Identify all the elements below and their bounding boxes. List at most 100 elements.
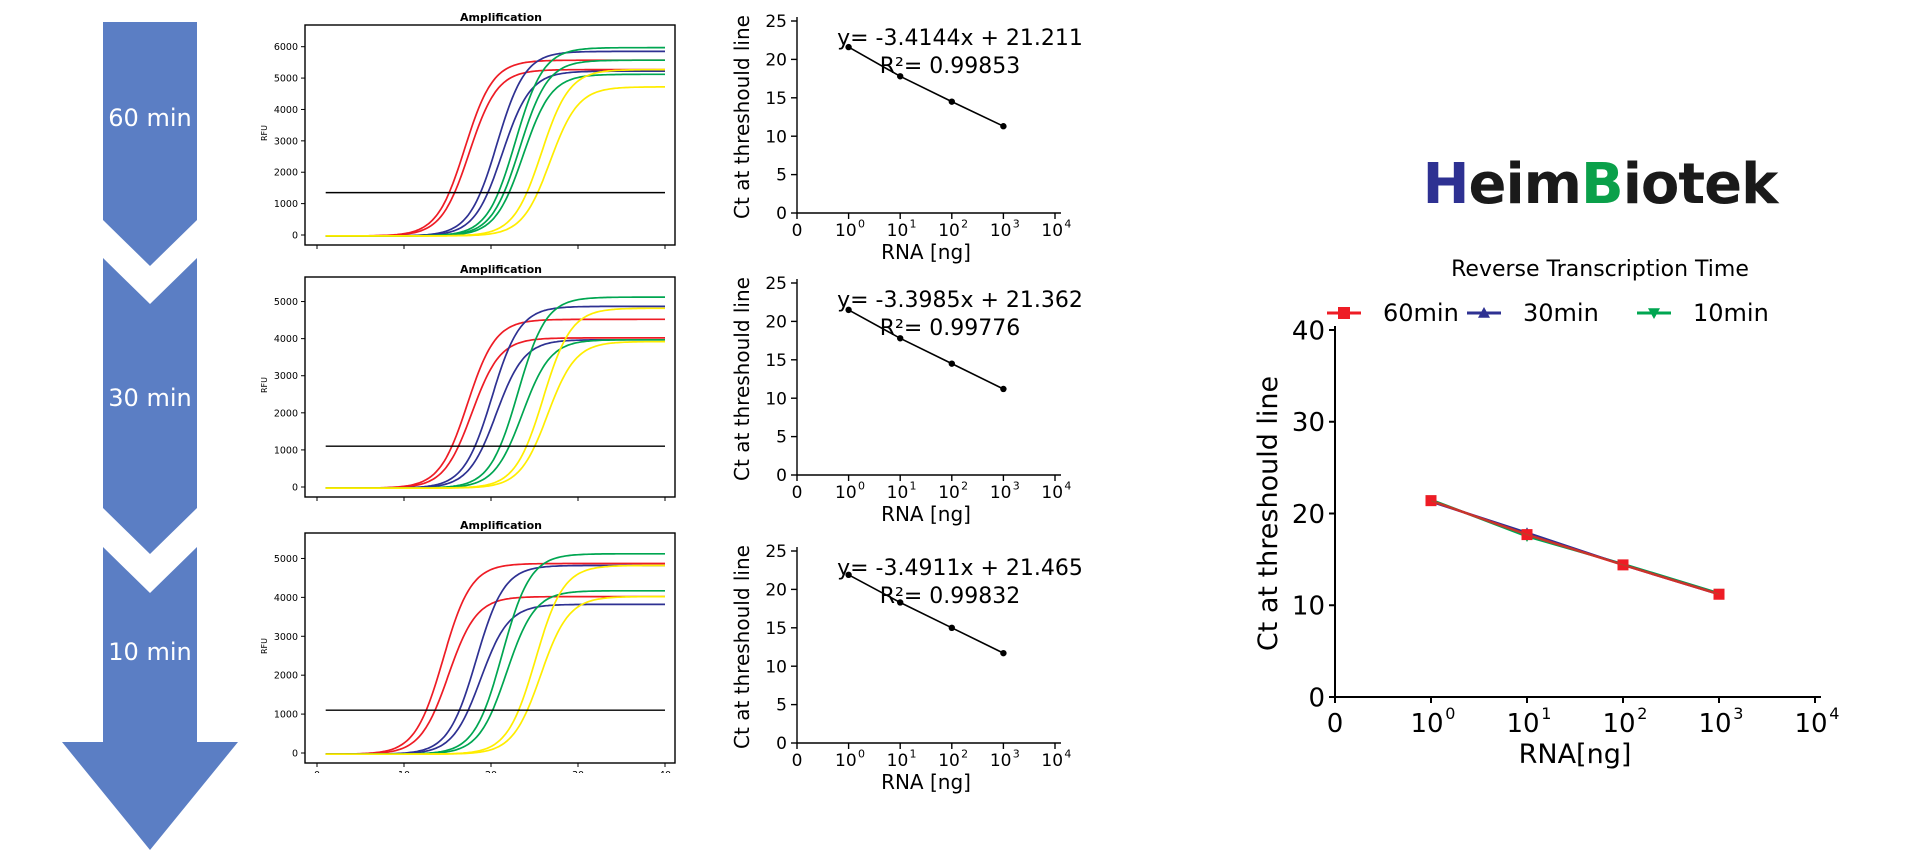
amplification-plot-30min: Amplification010002000300040005000010203… xyxy=(260,263,676,501)
x-tick-label: 40 xyxy=(659,770,671,773)
x-tick-exponent: 4 xyxy=(1064,479,1071,492)
y-tick-label: 0 xyxy=(292,231,298,242)
regression-equation: y= -3.4144x + 21.211 xyxy=(837,26,1083,51)
y-tick-label: 5 xyxy=(776,696,787,716)
x-axis-label: RNA [ng] xyxy=(881,240,971,264)
y-tick-label: 2000 xyxy=(274,671,298,682)
y-axis-label: RFU xyxy=(260,125,269,141)
x-tick-exponent: 1 xyxy=(910,479,917,492)
x-tick-exponent: 2 xyxy=(961,479,968,492)
amplification-curve xyxy=(325,296,665,489)
y-tick-label: 3000 xyxy=(274,136,298,147)
x-tick-exponent: 0 xyxy=(858,479,865,492)
x-tick-label: 10 xyxy=(1794,709,1827,739)
stage-arrow-segment xyxy=(103,22,197,266)
y-tick-label: 0 xyxy=(776,734,787,754)
x-tick-label: 10 xyxy=(887,483,909,503)
x-tick-exponent: 3 xyxy=(1013,217,1020,230)
x-tick-exponent: 3 xyxy=(1013,479,1020,492)
stage-label: 10 min xyxy=(108,638,191,666)
overlap-line xyxy=(1430,500,1720,595)
y-tick-label: 0 xyxy=(776,466,787,486)
chart-title: Reverse Transcription Time xyxy=(1451,257,1749,282)
series-line xyxy=(1430,498,1720,595)
x-tick-label: 10 xyxy=(1041,221,1063,241)
x-tick-exponent: 2 xyxy=(1637,704,1647,723)
marker-triangle-up xyxy=(1478,307,1490,318)
x-tick-label: 10 xyxy=(938,483,960,503)
y-tick-label: 15 xyxy=(765,89,787,109)
y-tick-label: 4000 xyxy=(274,593,298,604)
amplification-curve xyxy=(325,86,665,237)
y-axis-label: RFU xyxy=(260,638,269,654)
data-point xyxy=(1000,385,1007,393)
y-tick-label: 15 xyxy=(765,351,787,371)
x-tick-label: 10 xyxy=(1602,709,1635,739)
x-tick-label: 30 xyxy=(572,770,584,773)
x-axis-label: RNA[ng] xyxy=(1519,739,1632,770)
stage-arrow-segment xyxy=(62,547,238,850)
y-tick-label: 0 xyxy=(292,483,298,494)
x-tick-label: 10 xyxy=(990,483,1012,503)
x-tick-label: 10 xyxy=(938,751,960,771)
data-point xyxy=(897,335,904,342)
x-tick-label: 10 xyxy=(398,770,410,773)
x-tick-exponent: 0 xyxy=(858,747,865,760)
stage-label: 60 min xyxy=(108,104,191,132)
x-tick-label: 10 xyxy=(835,751,857,771)
y-tick-label: 5000 xyxy=(274,554,298,565)
stage-label: 30 min xyxy=(108,384,191,412)
y-tick-label: 10 xyxy=(1292,592,1325,622)
y-tick-label: 4000 xyxy=(274,334,298,345)
amplification-curve xyxy=(325,564,665,756)
data-point xyxy=(845,43,852,51)
regression-equation: y= -3.4911x + 21.465 xyxy=(837,556,1083,581)
x-tick-label: 10 xyxy=(887,751,909,771)
amplification-curve xyxy=(325,589,665,756)
r-squared: R²= 0.99832 xyxy=(880,584,1021,609)
brand-logo: HeimBiotek xyxy=(1380,150,1820,220)
y-axis-label: Ct at threshould line xyxy=(730,545,754,749)
y-tick-label: 1000 xyxy=(274,445,298,456)
amplification-curve xyxy=(325,595,665,756)
series-line xyxy=(1430,499,1720,596)
y-tick-label: 4000 xyxy=(274,105,298,116)
x-tick-exponent: 3 xyxy=(1013,747,1020,760)
data-point xyxy=(1000,649,1007,657)
legend-label: 60min xyxy=(1383,299,1459,327)
plot-title: Amplification xyxy=(460,263,542,276)
y-tick-label: 1000 xyxy=(274,199,298,210)
x-tick-exponent: 3 xyxy=(1733,704,1743,723)
y-tick-label: 3000 xyxy=(274,632,298,643)
fit-line xyxy=(848,46,1004,127)
x-axis-label: RNA [ng] xyxy=(881,502,971,526)
y-axis-label: Ct at threshould line xyxy=(1253,376,1284,651)
plot-title: Amplification xyxy=(460,519,542,532)
plot-frame xyxy=(304,276,676,498)
x-tick-exponent: 0 xyxy=(1445,704,1455,723)
amplification-curve xyxy=(325,70,665,237)
x-tick-label: 10 xyxy=(835,483,857,503)
data-point xyxy=(845,306,852,314)
brand-rest: iotek xyxy=(1622,152,1779,217)
y-tick-label: 0 xyxy=(776,204,787,224)
x-tick-label: 10 xyxy=(835,221,857,241)
brand-initial: H xyxy=(1422,152,1470,217)
y-tick-label: 0 xyxy=(1308,683,1325,713)
x-tick-label: 10 xyxy=(938,221,960,241)
plot-frame xyxy=(304,532,676,764)
y-tick-label: 15 xyxy=(765,619,787,639)
amplification-curve xyxy=(325,318,665,489)
data-point xyxy=(948,98,955,105)
regression-equation: y= -3.3985x + 21.362 xyxy=(837,288,1083,313)
brand-rest: eim xyxy=(1468,152,1582,217)
x-tick-label: 10 xyxy=(990,751,1012,771)
stage-arrows: 60 min 30 min 10 min xyxy=(62,22,238,850)
x-tick-label: 10 xyxy=(1698,709,1731,739)
amplification-curve xyxy=(325,595,665,755)
y-axis-label: RFU xyxy=(260,377,269,393)
